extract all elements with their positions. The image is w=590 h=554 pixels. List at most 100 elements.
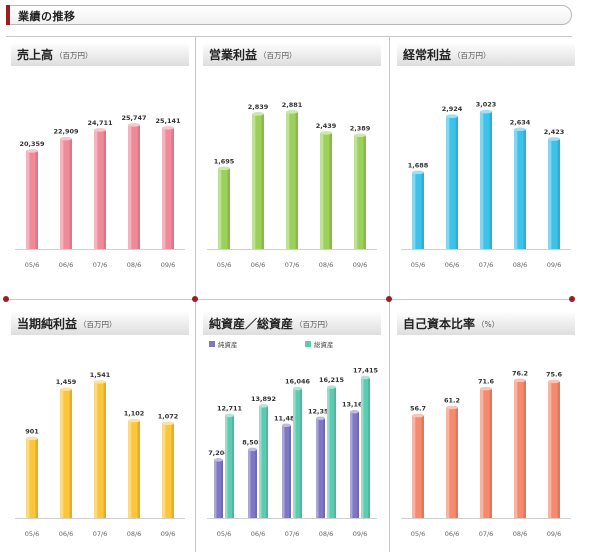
x-tick-label: 09/6 (547, 530, 562, 538)
data-label: 24,711 (87, 119, 113, 127)
bar-highlight (214, 459, 217, 518)
chart-panel-net-income: 当期純利益 （百万円） 901 1,459 1,541 1,102 1,072 05/6 06/… (11, 311, 189, 541)
bar-body (316, 418, 325, 518)
bar (446, 114, 458, 249)
section-title: 業績の推移 (18, 10, 76, 23)
bar-body (350, 411, 359, 518)
legend-label: 総資産 (314, 340, 334, 349)
bar-cap (327, 385, 336, 389)
x-tick-label: 06/6 (251, 530, 266, 538)
bar-highlight (350, 411, 353, 518)
bar-highlight (286, 111, 290, 249)
x-tick-label: 08/6 (127, 261, 142, 269)
bar-highlight (94, 129, 98, 249)
chart-header-band (397, 311, 575, 335)
data-label: 76.2 (512, 369, 528, 377)
x-tick-label: 05/6 (25, 261, 40, 269)
bar-cap (248, 447, 257, 452)
bar-cap (480, 386, 492, 391)
bar-cap (94, 380, 106, 384)
bar-body (293, 388, 302, 518)
bar-shade (255, 449, 257, 518)
x-tick-label: 08/6 (513, 530, 528, 538)
bar-shade (137, 124, 140, 249)
chart-header-band (203, 311, 381, 335)
bar-shade (323, 418, 325, 518)
bar (514, 127, 526, 249)
grid-dot-center-right (386, 296, 392, 302)
bar (412, 413, 424, 518)
chart-panel-operating-income: 営業利益 （百万円） 1,695 2,839 2,881 2,439 2,389 05/6 06… (203, 42, 381, 272)
data-label: 12,358 (308, 407, 334, 415)
header-accent-bar (6, 5, 10, 25)
bar-cap (514, 378, 526, 383)
bar-highlight (248, 449, 251, 518)
bar-shade (69, 389, 72, 518)
data-label: 25,141 (155, 117, 181, 125)
bar-highlight (293, 388, 296, 518)
chart-unit: （百万円） (55, 51, 93, 60)
bar-highlight (354, 135, 358, 249)
bar-highlight (480, 111, 484, 249)
bar (412, 170, 424, 249)
section-header: 業績の推移 (6, 5, 572, 25)
bar-cap (162, 126, 174, 130)
divider-middle (6, 299, 572, 300)
bar-highlight (162, 127, 166, 249)
bar-highlight (412, 172, 416, 249)
bar (252, 112, 264, 249)
x-tick-label: 09/6 (547, 261, 562, 269)
bar-cap (218, 166, 230, 171)
bar-cap (214, 458, 223, 462)
bar-cap (60, 136, 72, 141)
bar-cap (282, 423, 291, 428)
bar-shade (489, 388, 492, 518)
data-label: 12,711 (217, 404, 243, 412)
bar-shade (289, 425, 291, 518)
bar-shade (103, 129, 106, 249)
x-tick-label: 05/6 (411, 261, 426, 269)
x-tick-label: 08/6 (319, 261, 334, 269)
bar-shade (103, 381, 106, 518)
bar-shade (557, 381, 560, 518)
chart-sales: 売上高 （百万円） 20,359 22,909 24,711 25,747 25,141 05… (11, 42, 189, 269)
chart-unit: （%） (477, 320, 499, 329)
bar (162, 421, 174, 518)
legend-swatch (209, 341, 215, 347)
chart-header-band (11, 311, 189, 335)
bar (162, 126, 174, 249)
data-label: 1,541 (90, 371, 111, 379)
bar (480, 109, 492, 249)
chart-header-band (397, 42, 575, 66)
bar-純資産 (316, 416, 325, 518)
bar-cap (320, 131, 332, 135)
x-tick-label: 07/6 (285, 261, 300, 269)
divider-right (389, 36, 390, 552)
data-label: 2,423 (544, 128, 565, 136)
chart-header-band (203, 42, 381, 66)
bar-総資産 (361, 375, 370, 518)
bar-shade (363, 135, 366, 249)
bar (286, 110, 298, 249)
data-label: 71.6 (478, 378, 495, 386)
chart-assets: 純資産／総資産 （百万円） 純資産 総資産 7,204 12,711 8,502 13,892… (203, 311, 381, 538)
bar-highlight (320, 132, 324, 249)
bar-highlight (252, 113, 256, 249)
bar (446, 405, 458, 518)
bar-highlight (128, 420, 132, 518)
bar-純資産 (248, 447, 257, 518)
chart-panel-assets: 純資産／総資産 （百万円） 純資産 総資産 7,204 12,711 8,502 13,892… (203, 311, 381, 541)
chart-net-income: 当期純利益 （百万円） 901 1,459 1,541 1,102 1,072 05/6 06/… (11, 311, 189, 538)
chart-panel-sales: 売上高 （百万円） 20,359 22,909 24,711 25,747 25,141 05… (11, 42, 189, 272)
bar-純資産 (214, 458, 223, 518)
bar-総資産 (225, 413, 234, 518)
data-label: 22,909 (53, 128, 79, 136)
grid-dot-center-left (192, 296, 198, 302)
x-tick-label: 09/6 (161, 530, 176, 538)
bar-shade (227, 168, 230, 249)
data-label: 2,439 (316, 122, 337, 130)
bar-shade (421, 172, 424, 249)
chart-title: 自己資本比率 (403, 316, 475, 331)
x-tick-label: 05/6 (217, 530, 232, 538)
bar-cap (316, 416, 325, 421)
